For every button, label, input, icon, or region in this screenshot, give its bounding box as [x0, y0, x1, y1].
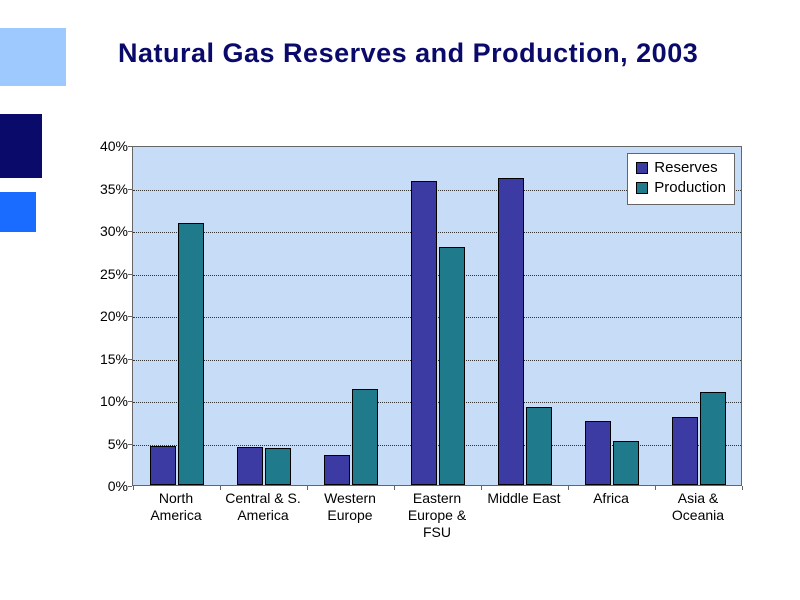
- legend-swatch-reserves: [636, 162, 648, 174]
- bar-production: [439, 247, 465, 485]
- x-tick-mark: [742, 486, 743, 490]
- x-tick-label: North America: [133, 490, 220, 524]
- bar-reserves: [150, 446, 176, 485]
- y-tick-label: 20%: [84, 308, 128, 324]
- x-tick-mark: [307, 486, 308, 490]
- bar-production: [352, 389, 378, 485]
- y-tick-label: 40%: [84, 138, 128, 154]
- y-tick-label: 25%: [84, 266, 128, 282]
- legend-label-reserves: Reserves: [654, 158, 717, 178]
- y-tick-label: 15%: [84, 351, 128, 367]
- x-tick-label: Western Europe: [307, 490, 394, 524]
- decor-block-dark: [0, 114, 42, 178]
- chart: 0% 5% 10% 15% 20% 25% 30% 35% 40% Reserves Produ…: [80, 136, 760, 556]
- x-tick-label: Central & S. America: [220, 490, 307, 524]
- decor-block-light: [0, 28, 66, 86]
- x-tick-mark: [568, 486, 569, 490]
- x-tick-mark: [394, 486, 395, 490]
- bar-reserves: [237, 447, 263, 485]
- legend-item-reserves: Reserves: [636, 158, 726, 178]
- bar-production: [526, 407, 552, 485]
- slide: Natural Gas Reserves and Production, 200…: [0, 0, 800, 600]
- x-axis-labels: North AmericaCentral & S. AmericaWestern…: [132, 490, 742, 550]
- bar-production: [178, 223, 204, 485]
- x-tick-label: Africa: [568, 490, 655, 507]
- x-tick-mark: [133, 486, 134, 490]
- x-tick-mark: [655, 486, 656, 490]
- legend-swatch-production: [636, 182, 648, 194]
- bar-production: [613, 441, 639, 485]
- x-tick-label: Asia & Oceania: [655, 490, 742, 524]
- bar-reserves: [672, 417, 698, 485]
- bar-production: [700, 392, 726, 486]
- slide-title: Natural Gas Reserves and Production, 200…: [118, 38, 698, 69]
- plot-area: Reserves Production: [132, 146, 742, 486]
- y-tick-label: 0%: [84, 478, 128, 494]
- x-tick-label: Middle East: [481, 490, 568, 507]
- legend-item-production: Production: [636, 178, 726, 198]
- decor-block-blue: [0, 192, 36, 232]
- y-tick-label: 10%: [84, 393, 128, 409]
- x-tick-mark: [481, 486, 482, 490]
- y-tick-label: 35%: [84, 181, 128, 197]
- bar-production: [265, 448, 291, 485]
- x-tick-mark: [220, 486, 221, 490]
- bar-reserves: [498, 178, 524, 485]
- y-tick-mark: [128, 486, 132, 487]
- bar-reserves: [585, 421, 611, 485]
- legend: Reserves Production: [627, 153, 735, 205]
- y-tick-label: 5%: [84, 436, 128, 452]
- y-tick-label: 30%: [84, 223, 128, 239]
- bar-reserves: [411, 181, 437, 485]
- x-tick-label: Eastern Europe & FSU: [394, 490, 481, 541]
- legend-label-production: Production: [654, 178, 726, 198]
- bar-reserves: [324, 455, 350, 485]
